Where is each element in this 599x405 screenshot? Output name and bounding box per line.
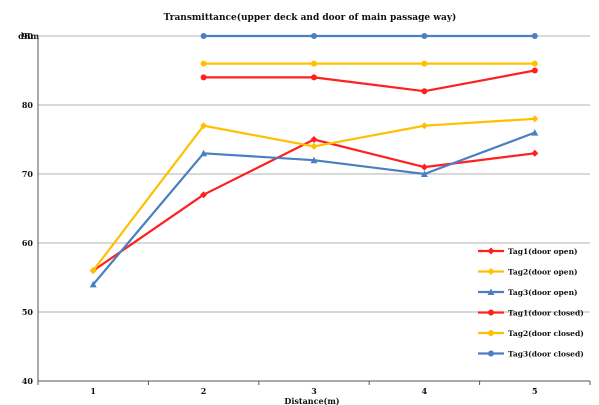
x-tick-label: 4 — [422, 386, 428, 396]
data-point — [531, 33, 538, 39]
legend-marker — [488, 330, 494, 336]
data-point — [421, 60, 428, 67]
series-3 — [89, 129, 539, 288]
data-point — [420, 163, 428, 171]
legend-marker — [487, 247, 495, 255]
data-point — [311, 60, 317, 67]
legend-item: Tag1(door closed) — [478, 309, 584, 318]
series-1 — [89, 136, 539, 275]
data-point — [531, 129, 539, 136]
data-point — [200, 33, 207, 39]
legend: Tag1(door open) Tag2(door open) Tag3(door … — [478, 247, 584, 359]
legend-marker — [488, 350, 494, 357]
y-tick-label: 40 — [22, 376, 34, 386]
series-5 — [200, 60, 538, 67]
legend-label: Tag2(door open) — [508, 268, 578, 277]
data-point — [200, 122, 208, 130]
series-line — [203, 69, 536, 93]
y-tick-label: 80 — [22, 100, 34, 110]
legend-item: Tag2(door closed) — [478, 329, 584, 338]
data-point — [420, 170, 428, 177]
data-point — [421, 88, 428, 95]
data-point — [531, 67, 538, 74]
axes: 40 50 60 70 80 90 1 2 3 4 5 — [22, 31, 591, 396]
data-point — [531, 115, 539, 123]
x-tick-label: 1 — [90, 386, 96, 396]
data-point — [421, 33, 428, 39]
data-point — [311, 74, 317, 81]
series-6 — [200, 33, 538, 39]
data-point — [200, 74, 207, 81]
x-axis-label: Distance(m) — [284, 396, 339, 405]
x-tick-label: 3 — [311, 386, 317, 396]
data-point — [420, 122, 428, 130]
data-point — [200, 191, 208, 199]
data-point — [310, 136, 318, 143]
data-point — [89, 280, 97, 288]
legend-label: Tag1(door open) — [508, 247, 578, 256]
data-point — [310, 142, 318, 150]
data-point — [200, 60, 207, 67]
y-tick-label: 60 — [22, 238, 34, 248]
data-point — [310, 156, 318, 164]
data-point — [200, 149, 208, 157]
chart-title: Transmittance(upper deck and door of mai… — [164, 12, 457, 23]
x-tick-label: 5 — [532, 386, 538, 396]
legend-item: Tag1(door open) — [478, 247, 578, 256]
legend-label: Tag3(door open) — [508, 288, 578, 297]
y-tick-label: 90 — [22, 31, 34, 41]
legend-item: Tag3(door open) — [478, 288, 578, 297]
y-tick-label: 50 — [22, 307, 34, 317]
legend-marker — [488, 309, 494, 316]
data-point — [531, 149, 539, 157]
legend-label: Tag3(door closed) — [508, 350, 584, 359]
y-axis-label: dBm — [18, 31, 39, 41]
series-line — [92, 131, 536, 286]
legend-label: Tag2(door closed) — [508, 329, 584, 338]
series-group — [89, 33, 539, 288]
y-tick-label: 70 — [22, 169, 34, 179]
legend-item: Tag2(door open) — [478, 268, 578, 277]
series-4 — [200, 67, 538, 95]
legend-marker — [487, 268, 495, 275]
x-tick-label: 2 — [201, 386, 207, 396]
data-point — [89, 267, 97, 275]
data-point — [531, 60, 538, 67]
legend-label: Tag1(door closed) — [508, 309, 584, 318]
legend-marker — [487, 288, 495, 295]
legend-item: Tag3(door closed) — [478, 350, 584, 359]
data-point — [311, 33, 317, 39]
series-2 — [89, 115, 539, 275]
